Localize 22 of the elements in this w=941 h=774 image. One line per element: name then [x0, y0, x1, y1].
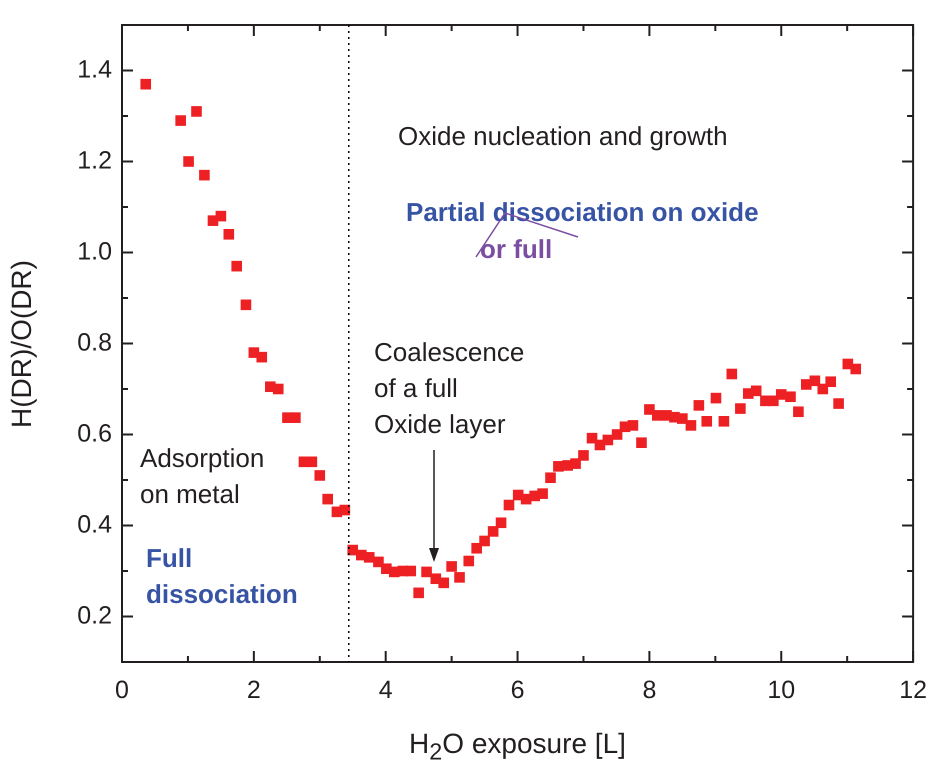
y-tick-label: 0.6: [77, 419, 112, 448]
x-tick-label: 6: [510, 676, 524, 704]
annotation: Partial dissociation on oxide: [406, 196, 759, 229]
y-tick-label: 0.2: [77, 601, 112, 630]
y-tick-label: 0.8: [77, 328, 112, 356]
y-tick-label: 0.4: [77, 510, 112, 538]
y-tick-label: 1.2: [77, 146, 112, 174]
annotation: Adsorption on metal: [140, 442, 264, 511]
annotation: Oxide nucleation and growth: [398, 120, 728, 153]
y-tick-label: 1.4: [77, 55, 112, 84]
x-tick-label: 4: [378, 676, 393, 704]
x-tick-label: 10: [767, 676, 796, 704]
annotation: Coalescence of a full Oxide layer: [374, 336, 524, 441]
y-tick-label: 1.0: [77, 237, 112, 266]
y-axis-title: H(DR)/O(DR): [6, 260, 38, 428]
x-tick-label: 0: [115, 676, 129, 704]
x-tick-label: 12: [899, 676, 927, 704]
x-tick-label: 2: [246, 676, 261, 704]
x-axis-title: H$_{2}$O exposure [L]: [409, 728, 626, 766]
x-tick-label: 8: [642, 676, 656, 704]
annotation: or full: [480, 233, 552, 266]
annotation: Full dissociation: [146, 542, 298, 611]
